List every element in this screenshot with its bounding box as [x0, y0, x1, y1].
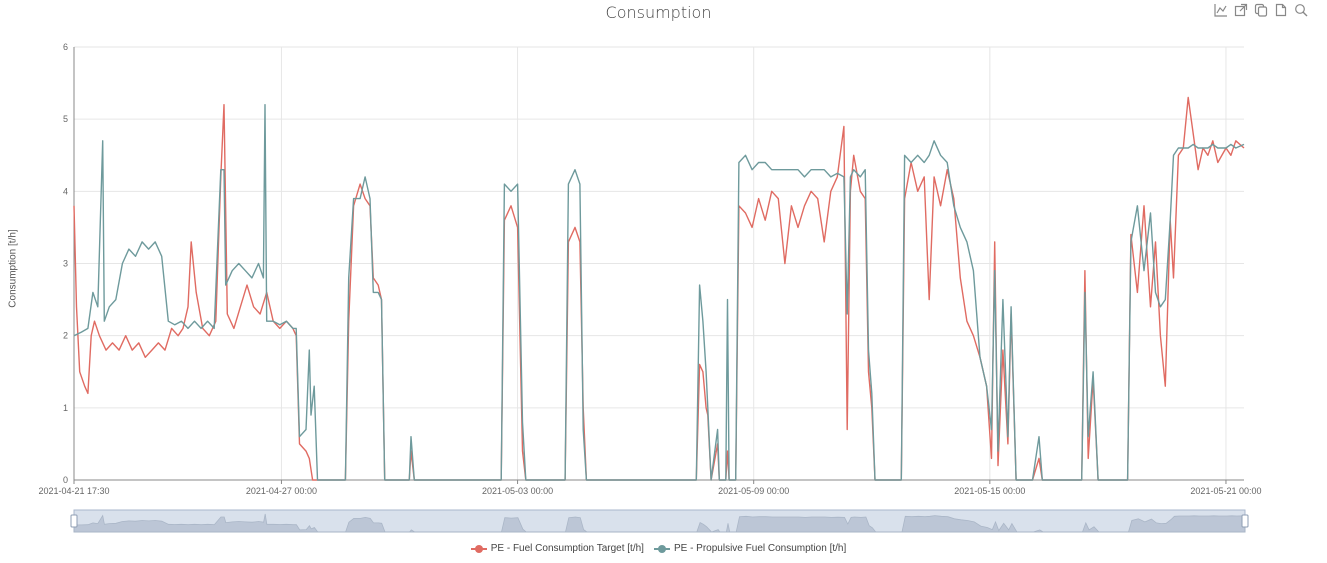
- x-tick-label: 2021-04-27 00:00: [246, 486, 317, 496]
- data-zoom-slider: [70, 509, 1249, 533]
- legend-label-target: PE - Fuel Consumption Target [t/h]: [490, 543, 644, 554]
- zoom-handle-right[interactable]: [1241, 514, 1249, 528]
- chart-title: Consumption: [605, 3, 712, 22]
- legend-item-target[interactable]: PE - Fuel Consumption Target [t/h]: [470, 543, 644, 554]
- legend-label-propulsive: PE - Propulsive Fuel Consumption [t/h]: [673, 543, 847, 554]
- line-chart-icon[interactable]: [1214, 3, 1228, 17]
- copy-icon[interactable]: [1254, 3, 1268, 17]
- grid: [74, 46, 1244, 481]
- legend-item-propulsive[interactable]: PE - Propulsive Fuel Consumption [t/h]: [653, 543, 847, 554]
- legend: PE - Fuel Consumption Target [t/h] PE - …: [0, 543, 1317, 554]
- zoom-icon[interactable]: [1294, 3, 1308, 17]
- x-tick-label: 2021-05-09 00:00: [718, 486, 789, 496]
- y-tick-label: 5: [63, 114, 68, 124]
- x-tick-label: 2021-05-03 00:00: [482, 486, 553, 496]
- axes: 0 1 2 3 4 5 6 2021-04-21 17:30 2021-04-27 00:00 2…: [38, 42, 1261, 496]
- y-tick-label: 1: [63, 403, 68, 413]
- series-line-target: [73, 96, 1245, 481]
- legend-marker-target: [470, 544, 487, 554]
- toolbox: [1214, 3, 1308, 17]
- x-tick-label: 2021-05-15 00:00: [954, 486, 1025, 496]
- y-tick-label: 2: [63, 331, 68, 341]
- x-tick-label: 2021-05-21 00:00: [1190, 486, 1261, 496]
- y-tick-label: 4: [63, 186, 68, 196]
- y-tick-label: 0: [63, 475, 68, 485]
- y-tick-label: 3: [63, 259, 68, 269]
- series-line-propulsive: [73, 104, 1245, 481]
- zoom-slider-preview: [73, 513, 1246, 533]
- legend-marker-propulsive: [653, 544, 670, 554]
- open-external-icon[interactable]: [1234, 3, 1248, 17]
- y-tick-label: 6: [63, 42, 68, 52]
- zoom-handle-left[interactable]: [70, 514, 78, 528]
- x-tick-label: 2021-04-21 17:30: [38, 486, 109, 496]
- document-icon[interactable]: [1274, 3, 1288, 17]
- series-group: [73, 96, 1245, 481]
